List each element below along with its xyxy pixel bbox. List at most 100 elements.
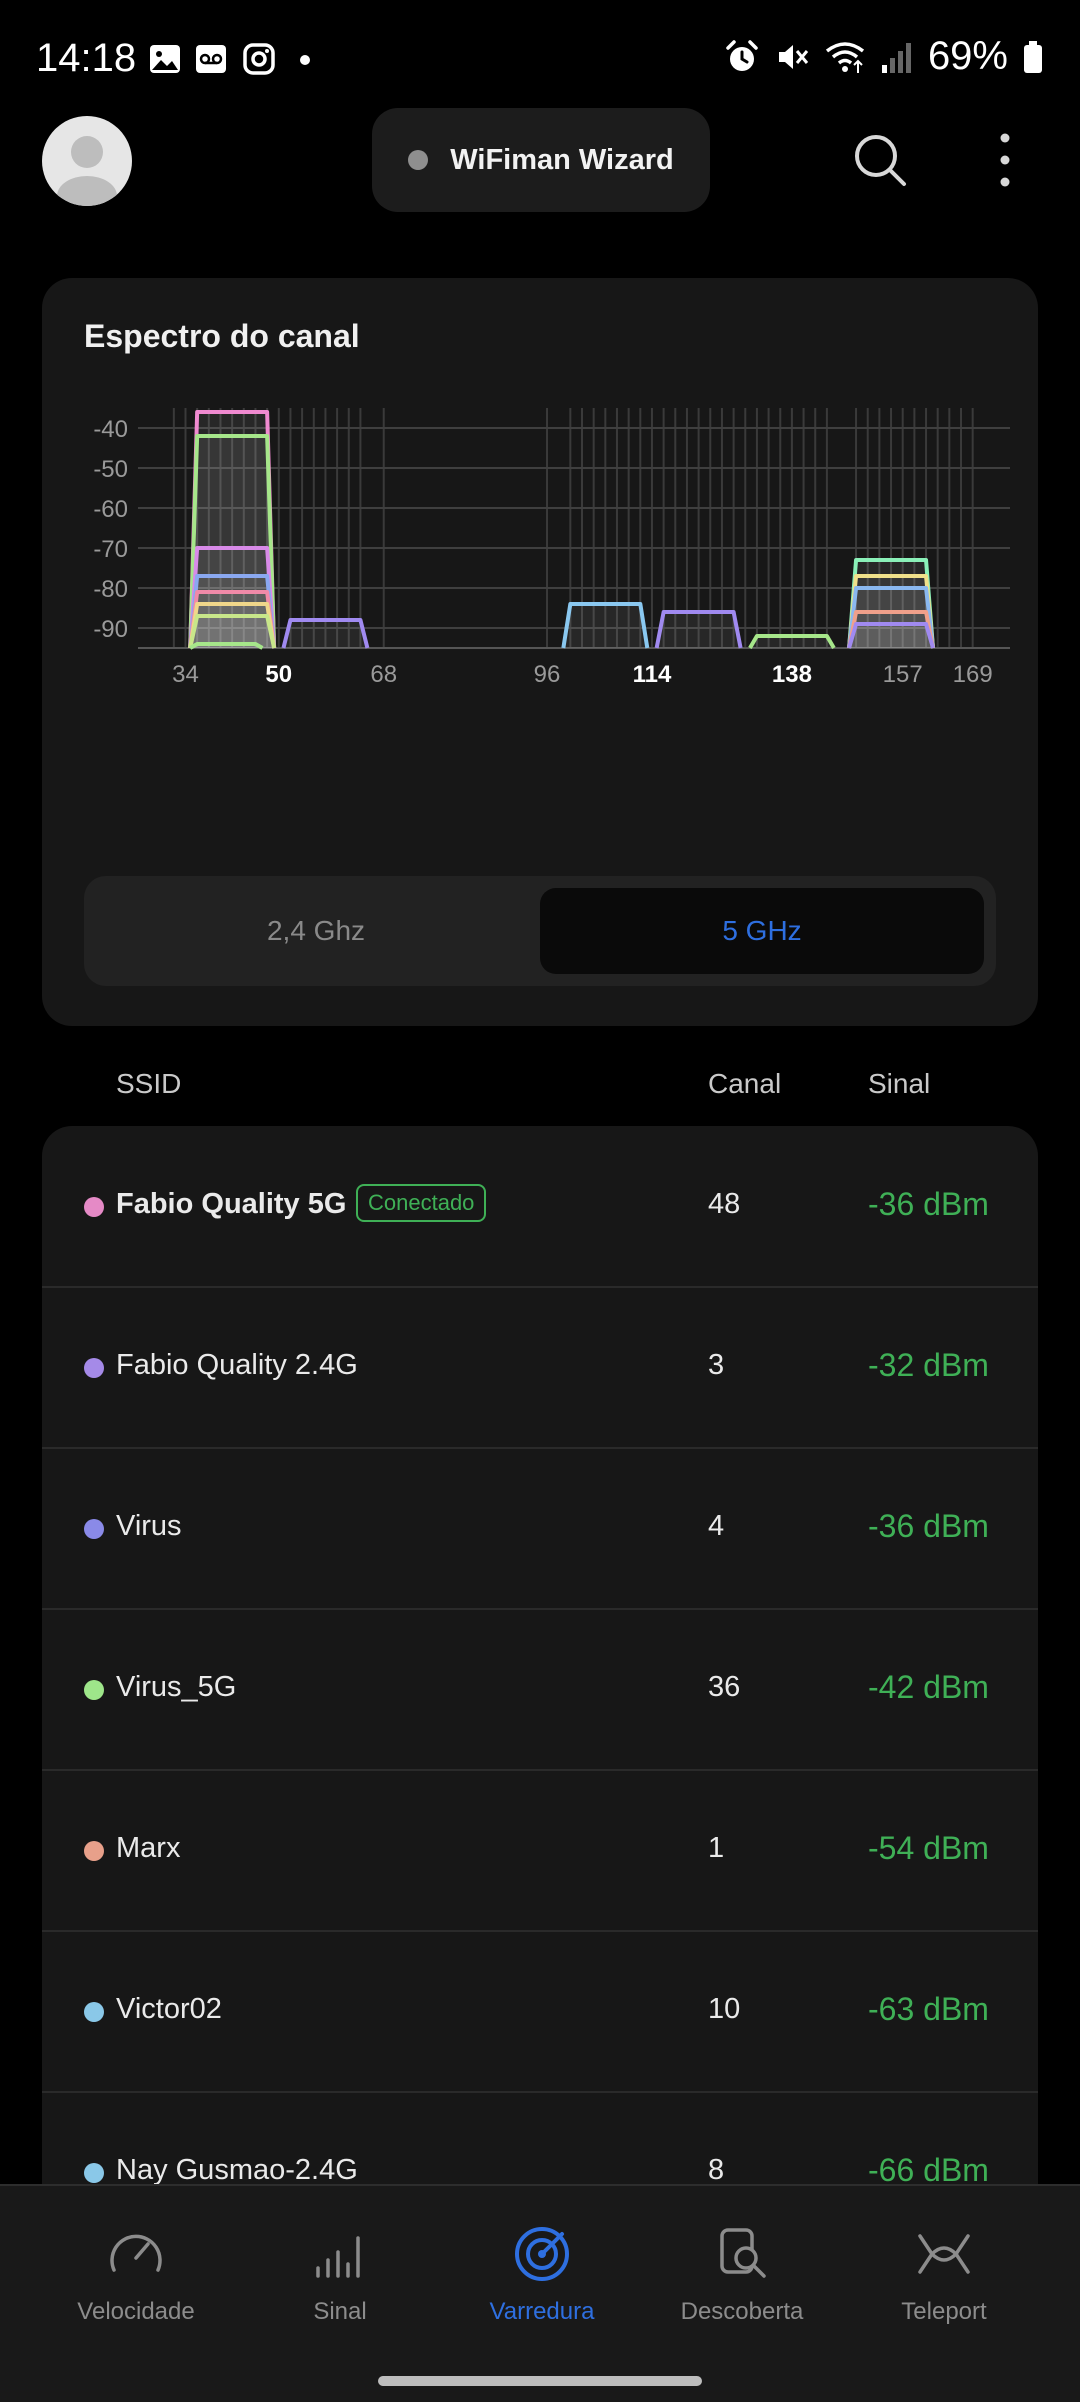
x-tick-label: 138 [772, 661, 812, 688]
spectrum-chart: -40 -50 -60 -70 -80 -90 34 50 68 96 114 138 157 169 [93, 408, 1010, 688]
x-tick-label: 68 [370, 661, 397, 688]
device-search-icon [720, 2228, 766, 2278]
network-row[interactable]: Marx 1 -54 dBm [42, 1770, 1038, 1932]
user-avatar-icon [57, 136, 117, 206]
network-row[interactable]: Fabio Quality 5G Conectado 48 -36 dBm [42, 1126, 1038, 1288]
y-tick-label: -60 [93, 496, 128, 523]
wizard-button[interactable]: WiFiman Wizard [372, 108, 710, 212]
network-ssid: Nay Gusmao-2.4G [116, 2154, 358, 2186]
channel-signal-fill [656, 612, 741, 648]
network-channel: 48 [708, 1188, 741, 1220]
nav-sinal[interactable]: Sinal [232, 2186, 448, 2346]
network-signal: -42 dBm [868, 1669, 989, 1705]
nav-label: Teleport [901, 2298, 987, 2325]
more-options-icon[interactable] [990, 132, 1020, 188]
network-color-dot [84, 2163, 104, 2183]
home-indicator[interactable] [378, 2376, 702, 2386]
channel-signal-shape [188, 614, 277, 649]
alarm-icon [726, 39, 758, 71]
column-canal: Canal [708, 1068, 782, 1099]
network-color-dot [84, 1358, 104, 1378]
network-color-dot [84, 1841, 104, 1861]
status-bar: 14:18 [0, 0, 1080, 120]
column-ssid: SSID [116, 1068, 182, 1099]
channel-signal-shape [654, 610, 743, 649]
channel-signal-shape [188, 434, 277, 649]
channel-signal-shape [189, 642, 264, 650]
nav-descoberta[interactable]: Descoberta [634, 2186, 850, 2346]
channel-signal-fill [190, 548, 275, 648]
y-tick-label: -70 [93, 536, 128, 563]
more-notifications-dot [300, 55, 310, 65]
x-tick-label: 169 [953, 661, 993, 688]
network-row[interactable]: Nay Gusmao-2.4G 8 -66 dBm [42, 2092, 1038, 2186]
network-ssid: Fabio Quality 2.4G [116, 1349, 358, 1381]
instagram-notification-icon [243, 43, 275, 75]
channel-signal-fill [849, 624, 934, 648]
radar-icon [515, 2227, 569, 2281]
network-channel: 3 [708, 1349, 725, 1381]
channel-signal-fill [190, 412, 275, 648]
y-tick-label: -80 [93, 576, 128, 603]
channel-signal-fill [190, 436, 275, 648]
channel-signal-shape [281, 618, 370, 649]
column-sinal: Sinal [868, 1068, 931, 1099]
x-tick-label: 96 [534, 661, 561, 688]
channel-signal-fill [749, 636, 834, 648]
cell-signal-icon [881, 42, 911, 73]
avatar[interactable] [42, 116, 132, 206]
network-row[interactable]: Victor02 10 -63 dBm [42, 1931, 1038, 2093]
bottom-navigation: Velocidade Sinal Varredura Desco [0, 2184, 1080, 2402]
network-signal: -66 dBm [868, 2152, 989, 2186]
x-tick-label: 114 [633, 661, 672, 688]
network-signal: -63 dBm [868, 1991, 989, 2027]
teleport-icon [918, 2234, 970, 2274]
network-channel: 8 [708, 2154, 725, 2186]
network-signal: -32 dBm [868, 1347, 989, 1383]
y-tick-label: -50 [93, 456, 128, 483]
network-color-dot [84, 2002, 104, 2022]
nav-label: Sinal [313, 2298, 367, 2325]
connected-badge: Conectado [356, 1184, 487, 1222]
network-channel: 10 [708, 1993, 741, 2025]
network-row[interactable]: Fabio Quality 2.4G 3 -32 dBm [42, 1287, 1038, 1449]
status-time: 14:18 [36, 36, 137, 80]
network-list-header: SSID Canal Sinal [0, 1068, 1080, 1108]
x-tick-label: 50 [265, 661, 292, 688]
search-icon[interactable] [852, 132, 908, 188]
nav-label: Descoberta [680, 2298, 804, 2325]
network-color-dot [84, 1680, 104, 1700]
channel-signal-shape [847, 586, 936, 649]
network-row[interactable]: Virus 4 -36 dBm [42, 1448, 1038, 1610]
y-tick-label: -90 [93, 616, 128, 643]
y-tick-label: -40 [93, 416, 128, 443]
band-5-option[interactable]: 5 GHz [540, 888, 984, 974]
channel-signal-fill [563, 604, 648, 648]
channel-signal-fill [849, 588, 934, 648]
network-ssid: Victor02 [116, 1993, 222, 2025]
network-ssid: Virus_5G [116, 1671, 237, 1703]
channel-signal-shape [561, 602, 650, 649]
signal-bars-icon [316, 2236, 360, 2278]
card-title: Espectro do canal [84, 318, 360, 354]
wizard-status-dot [408, 150, 429, 170]
network-row[interactable]: Virus_5G 36 -42 dBm [42, 1609, 1038, 1771]
gallery-notification-icon [150, 45, 180, 73]
nav-teleport[interactable]: Teleport [836, 2186, 1052, 2346]
network-ssid: Virus [116, 1510, 182, 1542]
wifi-icon [825, 41, 865, 73]
voicemail-notification-icon [196, 45, 226, 73]
band-24-option[interactable]: 2,4 Ghz [266, 915, 366, 946]
network-channel: 36 [708, 1671, 741, 1703]
nav-varredura[interactable]: Varredura [434, 2186, 650, 2346]
network-channel: 4 [708, 1510, 725, 1542]
channel-spectrum-card: Espectro do canal -40 -50 -60 -70 -80 -90 34 50… [42, 278, 1038, 1026]
channel-signal-fill [283, 620, 368, 648]
battery-icon [1024, 40, 1042, 73]
battery-percent: 69% [927, 34, 1008, 78]
network-ssid: Marx [116, 1832, 181, 1864]
nav-label: Varredura [489, 2298, 595, 2325]
status-icons: 69% [724, 34, 1044, 79]
x-tick-label: 34 [172, 661, 199, 688]
nav-velocidade[interactable]: Velocidade [28, 2186, 244, 2346]
